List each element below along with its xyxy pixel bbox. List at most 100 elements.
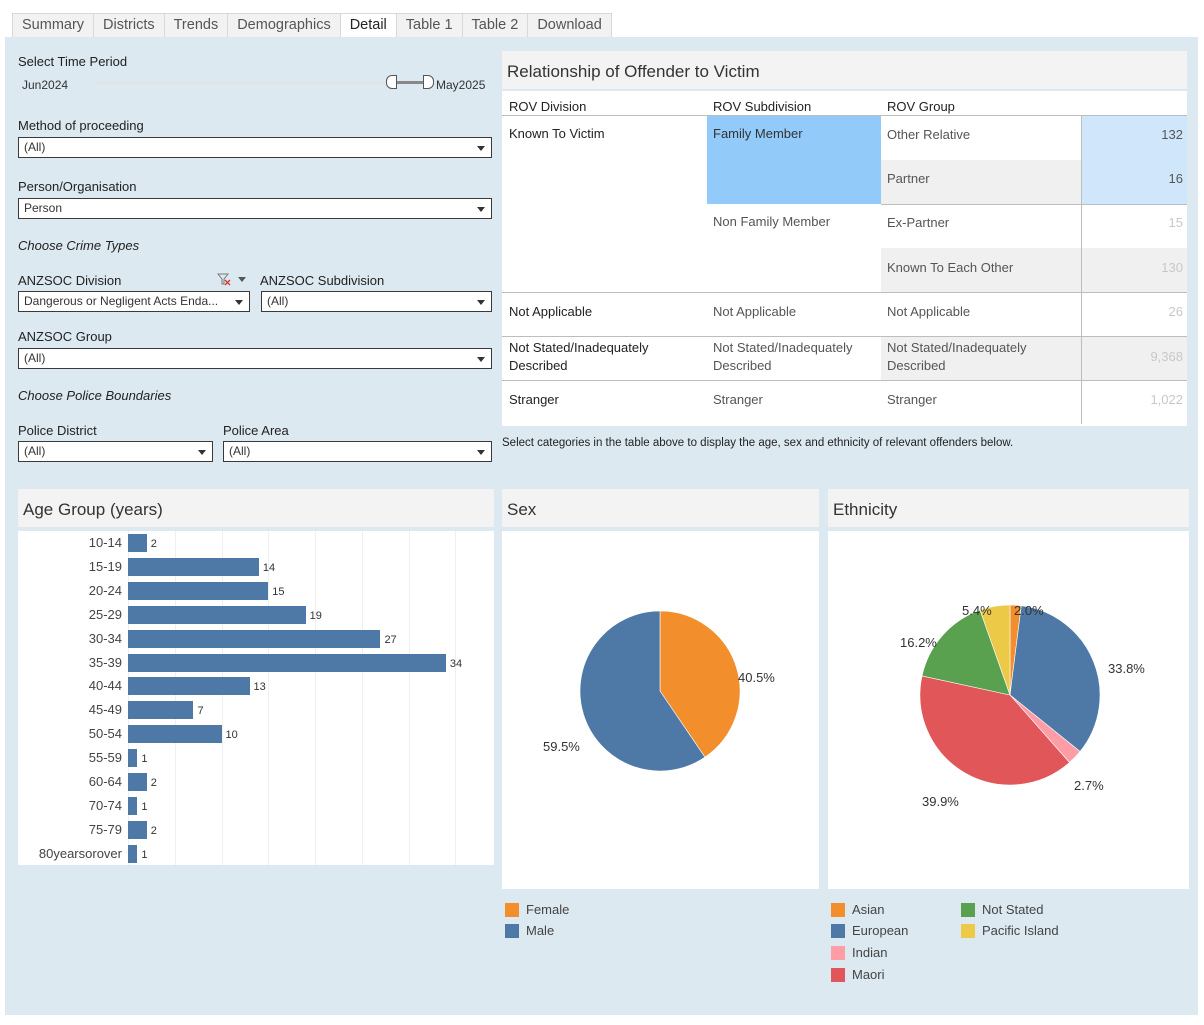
rov-value-divider bbox=[1081, 116, 1082, 424]
age-category-label: 45-49 bbox=[88, 702, 122, 718]
rov-value-cell[interactable]: 9,368 bbox=[1150, 349, 1183, 364]
age-bar[interactable] bbox=[128, 701, 194, 720]
tab-demographics[interactable]: Demographics bbox=[227, 13, 341, 37]
time-slider-track[interactable] bbox=[95, 82, 395, 84]
tab-districts[interactable]: Districts bbox=[93, 13, 165, 37]
pie-slice-european[interactable] bbox=[1009, 605, 1101, 752]
tab-summary[interactable]: Summary bbox=[12, 13, 95, 37]
person-dropdown[interactable]: Person bbox=[18, 198, 492, 219]
age-bar[interactable] bbox=[128, 725, 222, 744]
rov-group-cell[interactable]: Not Stated/Inadequately Described bbox=[887, 340, 1027, 373]
rov-value-cell[interactable]: 1,022 bbox=[1150, 392, 1183, 407]
legend-male[interactable]: Male bbox=[526, 923, 555, 938]
rov-division-cell[interactable]: Not Stated/Inadequately Described bbox=[509, 340, 649, 373]
age-category-label: 20-24 bbox=[88, 582, 122, 598]
method-dropdown[interactable]: (All) bbox=[18, 137, 492, 158]
age-bar[interactable] bbox=[128, 677, 250, 696]
age-bar[interactable] bbox=[128, 605, 306, 624]
rov-subdivision-cell[interactable]: Stranger bbox=[713, 392, 763, 407]
filter-menu-chevron-icon[interactable] bbox=[237, 276, 247, 283]
age-bar[interactable] bbox=[128, 629, 381, 648]
pie-percent-label: 2.0% bbox=[1014, 603, 1044, 618]
rov-group-cell[interactable]: Not Applicable bbox=[887, 304, 971, 319]
rov-division-cell[interactable]: Known To Victim bbox=[509, 126, 605, 141]
rov-header-group: ROV Group bbox=[887, 99, 955, 114]
pie-slice-not-stated[interactable] bbox=[921, 609, 1011, 696]
legend-not-stated[interactable]: Not Stated bbox=[982, 902, 1044, 917]
age-bar[interactable] bbox=[128, 653, 446, 672]
district-dropdown[interactable]: (All) bbox=[18, 441, 213, 462]
area-value: (All) bbox=[229, 444, 251, 458]
legend-european[interactable]: European bbox=[852, 923, 909, 938]
pie-slice-male[interactable] bbox=[579, 610, 706, 772]
rov-subdivision-cell[interactable]: Non Family Member bbox=[713, 214, 831, 229]
rov-value-cell[interactable]: 132 bbox=[1161, 127, 1183, 142]
legend-asian[interactable]: Asian bbox=[852, 902, 885, 917]
pie-percent-label: 2.7% bbox=[1074, 778, 1104, 793]
age-bar-value: 7 bbox=[197, 705, 204, 718]
age-bar[interactable] bbox=[128, 820, 147, 839]
age-gridline bbox=[455, 531, 457, 865]
time-period-label: Select Time Period bbox=[18, 54, 128, 69]
age-bar[interactable] bbox=[128, 581, 269, 600]
rov-group-cell[interactable]: Known To Each Other bbox=[887, 260, 1014, 275]
age-bar-value: 1 bbox=[141, 848, 148, 861]
rov-header-divider bbox=[502, 115, 1187, 116]
rov-subdivision-cell[interactable]: Not Stated/Inadequately Described bbox=[713, 340, 853, 373]
group-dropdown[interactable]: (All) bbox=[18, 348, 492, 369]
age-category-label: 75-79 bbox=[88, 821, 122, 837]
clear-filter-icon[interactable] bbox=[217, 273, 231, 286]
age-category-label: 70-74 bbox=[88, 797, 122, 813]
pie-percent-label: 59.5% bbox=[543, 739, 580, 754]
age-bar[interactable] bbox=[128, 844, 138, 863]
tab-detail[interactable]: Detail bbox=[339, 13, 397, 37]
age-category-label: 80yearsorover bbox=[38, 845, 122, 861]
ethnicity-title-bar: Ethnicity bbox=[828, 489, 1189, 527]
rov-group-cell[interactable]: Partner bbox=[887, 171, 930, 186]
pie-slice-maori[interactable] bbox=[919, 675, 1070, 786]
legend-pacific-island[interactable]: Pacific Island bbox=[982, 923, 1059, 938]
rov-value-cell[interactable]: 130 bbox=[1161, 260, 1183, 275]
rov-group-cell[interactable]: Stranger bbox=[887, 392, 937, 407]
rov-value-cell[interactable]: 15 bbox=[1168, 215, 1183, 230]
area-dropdown[interactable]: (All) bbox=[223, 441, 492, 462]
age-bar[interactable] bbox=[128, 749, 138, 768]
tab-trends[interactable]: Trends bbox=[163, 13, 229, 37]
time-slider-range bbox=[396, 81, 426, 84]
rov-value-cell[interactable]: 16 bbox=[1168, 171, 1183, 186]
age-bar-value: 1 bbox=[141, 753, 148, 766]
rov-subdivision-cell[interactable]: Not Applicable bbox=[713, 304, 797, 319]
rov-division-cell[interactable]: Not Applicable bbox=[509, 304, 593, 319]
age-gridline bbox=[174, 531, 176, 865]
subdivision-dropdown[interactable]: (All) bbox=[261, 291, 492, 312]
tab-table-1[interactable]: Table 1 bbox=[395, 13, 463, 37]
rov-division-cell[interactable]: Stranger bbox=[509, 392, 559, 407]
tab-download[interactable]: Download bbox=[527, 13, 612, 37]
rov-group-cell[interactable]: Other Relative bbox=[887, 127, 971, 142]
age-title: Age Group (years) bbox=[23, 500, 163, 519]
rov-subdivision-cell[interactable]: Family Member bbox=[713, 126, 803, 141]
legend-swatch-asian bbox=[831, 903, 845, 917]
division-dropdown[interactable]: Dangerous or Negligent Acts Enda... bbox=[18, 291, 250, 312]
age-bar[interactable] bbox=[128, 557, 259, 576]
rov-selected-subdivision[interactable] bbox=[707, 116, 881, 204]
pie-percent-label: 39.9% bbox=[922, 794, 959, 809]
rov-value-cell[interactable]: 26 bbox=[1168, 304, 1183, 319]
time-slider-end-handle[interactable] bbox=[423, 75, 434, 89]
rov-group-cell[interactable]: Ex-Partner bbox=[887, 215, 950, 230]
age-bar[interactable] bbox=[128, 773, 147, 791]
pie-slice-female[interactable] bbox=[659, 610, 741, 758]
age-bar[interactable] bbox=[128, 796, 138, 815]
tab-table-2[interactable]: Table 2 bbox=[461, 13, 529, 37]
age-bar[interactable] bbox=[128, 534, 147, 552]
pie-slice-pacific-island[interactable] bbox=[979, 604, 1011, 696]
legend-indian[interactable]: Indian bbox=[852, 945, 888, 960]
rov-row-divider bbox=[502, 380, 1187, 381]
group-label: ANZSOC Group bbox=[18, 329, 112, 344]
legend-maori[interactable]: Maori bbox=[852, 967, 885, 982]
rov-row-divider bbox=[502, 336, 1187, 337]
sex-title: Sex bbox=[507, 500, 537, 519]
legend-female[interactable]: Female bbox=[526, 902, 570, 917]
method-value: (All) bbox=[24, 140, 46, 154]
time-slider-start-handle[interactable] bbox=[386, 75, 397, 89]
